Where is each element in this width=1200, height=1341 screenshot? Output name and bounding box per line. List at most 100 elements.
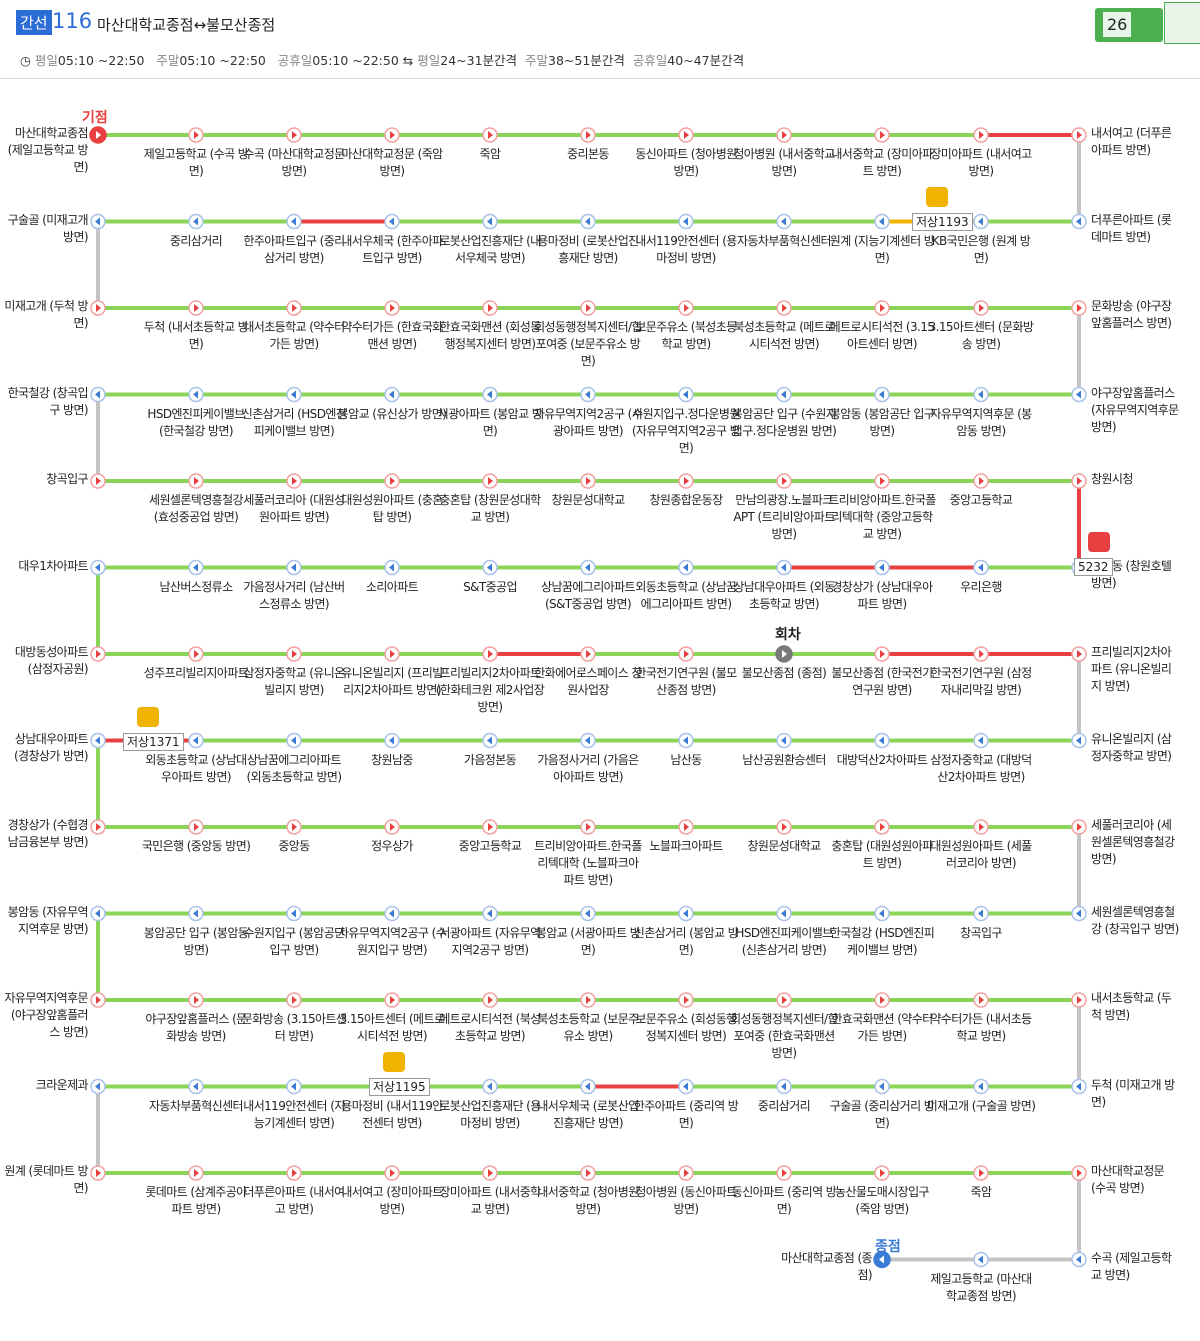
stop-node[interactable] (973, 905, 989, 922)
stop-label[interactable]: 내서우체국 (한주아파트입구 방면) (341, 233, 443, 265)
stop-node[interactable] (286, 992, 302, 1008)
stop-label-right[interactable]: 유니온빌리지 (삼정자중학교 방면) (1091, 731, 1172, 763)
stop-node[interactable] (482, 127, 498, 143)
stop-label[interactable]: 대원성원아파트 (충혼탑 방면) (341, 493, 443, 524)
stop-label[interactable]: 3.15아트센터 (문화방송 방면) (928, 320, 1034, 351)
stop-node[interactable] (482, 1165, 498, 1181)
stop-node[interactable] (580, 559, 596, 576)
stop-node[interactable] (90, 732, 106, 749)
stop-node[interactable] (1071, 1251, 1087, 1268)
stop-label[interactable]: 서광아파트 (봉암교 방면) (437, 406, 543, 438)
stop-node[interactable] (286, 1078, 302, 1095)
stop-label-left[interactable]: 구술골 (미재고개 방면) (7, 212, 89, 244)
stop-node[interactable] (874, 905, 890, 922)
stop-node[interactable] (286, 386, 302, 403)
stop-label-right[interactable]: 마산대학교정문 (수곡 방면) (1091, 1164, 1165, 1195)
stop-node[interactable] (973, 732, 989, 749)
stop-node[interactable] (1071, 473, 1087, 489)
stop-node[interactable] (482, 473, 498, 489)
stop-node[interactable] (286, 473, 302, 489)
stop-label-right[interactable]: 문화방송 (야구장앞홈플러스 방면) (1091, 299, 1172, 330)
stop-label[interactable]: 롯데마트 (삼계주공아파트 방면) (145, 1185, 247, 1216)
stop-node[interactable] (286, 213, 302, 230)
stop-label[interactable]: 중앙고등학교 (458, 839, 522, 853)
stop-node[interactable] (286, 819, 302, 835)
stop-label[interactable]: 한주아파트입구 (중리삼거리 방면) (243, 233, 345, 265)
stop-label-left[interactable]: 마산대학교종점 (제일고등학교 방면) (7, 126, 89, 174)
stop-label-right[interactable]: 내서초등학교 (두척 방면) (1091, 991, 1172, 1022)
stop-node[interactable] (188, 992, 204, 1008)
stop-node[interactable] (482, 905, 498, 922)
stop-label[interactable]: 중리삼거리 (169, 233, 223, 248)
stop-node[interactable] (384, 127, 400, 143)
stop-label-right[interactable]: 야구장앞홈플러스 (자유무역지역후문 방면) (1091, 385, 1179, 434)
stop-label[interactable]: 상남꿈에그리아파트 (S&T중공업 방면) (541, 579, 636, 611)
stop-node[interactable] (678, 1165, 694, 1181)
stop-label-left[interactable]: 미재고개 (두척 방면) (4, 299, 88, 330)
stop-node[interactable] (776, 386, 792, 403)
stop-label[interactable]: 창원종합운동장 (649, 493, 723, 507)
stop-node[interactable] (973, 1078, 989, 1095)
stop-label[interactable]: 자동차부품혁신센터 (737, 233, 832, 248)
stop-node[interactable] (89, 126, 107, 144)
stop-label[interactable]: 봉암공단 입구 (봉암동 방면) (143, 925, 249, 957)
stop-label[interactable]: 내서중학교 (청아병원 방면) (537, 1185, 639, 1216)
stop-label[interactable]: 중리본동 (567, 147, 609, 161)
stop-node[interactable] (286, 300, 302, 316)
stop-label[interactable]: 농산물도매시장입구 (죽암 방면) (835, 1185, 930, 1216)
stop-label[interactable]: 로봇산업진흥재단 (내서우체국 방면) (439, 233, 541, 265)
stop-node[interactable] (188, 473, 204, 489)
stop-label[interactable]: 더푸른아파트 (내서여고 방면) (243, 1185, 345, 1216)
stop-label[interactable]: 소리아파트 (365, 579, 419, 594)
stop-node[interactable] (1071, 213, 1087, 230)
stop-label[interactable]: 중앙동 (278, 839, 310, 853)
stop-label[interactable]: 상남꿈에그리아파트 (외동초등학교 방면) (246, 752, 343, 784)
stop-node[interactable] (90, 646, 106, 662)
stop-node[interactable] (775, 645, 793, 663)
stop-label[interactable]: 가음정사거리 (남산버스정류소 방면) (243, 579, 345, 611)
stop-label[interactable]: 장미아파트 (내서중학교 방면) (439, 1185, 541, 1216)
stop-node[interactable] (482, 732, 498, 749)
stop-node[interactable] (580, 213, 596, 230)
stop-node[interactable] (580, 1165, 596, 1181)
stop-node[interactable] (874, 300, 890, 316)
stop-node[interactable] (873, 1250, 891, 1269)
stop-label[interactable]: 약수터가든 (한효국화맨션 방면) (341, 320, 443, 351)
stop-node[interactable] (678, 646, 694, 662)
stop-node[interactable] (776, 213, 792, 230)
stop-label[interactable]: 중리삼거리 (757, 1098, 811, 1113)
stop-label[interactable]: 봉암동 (봉암공단 입구 방면) (829, 406, 935, 438)
stop-label[interactable]: HSD엔진피케이밸브 (신촌삼거리 방면) (735, 925, 833, 957)
stop-node[interactable] (482, 1078, 498, 1095)
stop-node[interactable] (482, 646, 498, 662)
stop-label[interactable]: 경창상가 (상남대우아파트 방면) (831, 579, 933, 611)
stop-label-left[interactable]: 대방동성아파트 (삼정자공원) (14, 645, 89, 676)
stop-label[interactable]: HSD엔진피케이밸브 (한국철강 방면) (147, 406, 245, 438)
stop-node[interactable] (973, 559, 989, 576)
stop-node[interactable] (1071, 646, 1087, 662)
stop-label[interactable]: 로봇산업진흥재단 (용마정비 방면) (439, 1098, 541, 1130)
stop-node[interactable] (776, 127, 792, 143)
stop-node[interactable] (90, 386, 106, 403)
stop-label-right[interactable]: 프리빌리지2차아파트 (유니온빌리지 방면) (1091, 645, 1172, 693)
stop-node[interactable] (188, 386, 204, 403)
stop-node[interactable] (776, 1165, 792, 1181)
stop-label[interactable]: 자유무역지역2공구 (서광아파트 방면) (533, 406, 643, 438)
stop-node[interactable] (973, 1165, 989, 1181)
stop-node[interactable] (90, 213, 106, 230)
stop-node[interactable] (776, 819, 792, 835)
stop-node[interactable] (874, 819, 890, 835)
stop-label[interactable]: 중앙고등학교 (949, 493, 1013, 507)
stop-node[interactable] (874, 1078, 890, 1095)
stop-label[interactable]: 구술골 (중리삼거리 방면) (829, 1098, 935, 1130)
stop-label[interactable]: 내서초등학교 (약수터가든 방면) (243, 320, 345, 351)
stop-label[interactable]: 자유무역지역2공구 (수원지입구 방면) (337, 925, 447, 957)
stop-node[interactable] (482, 213, 498, 230)
stop-node[interactable] (188, 905, 204, 922)
stop-node[interactable] (1071, 732, 1087, 749)
stop-node[interactable] (286, 1165, 302, 1181)
stop-label[interactable]: 세원셀론텍영흥철강 (효성중공업 방면) (149, 493, 244, 524)
stop-node[interactable] (678, 127, 694, 143)
stop-label[interactable]: 가음정본동 (463, 752, 517, 767)
stop-node[interactable] (1071, 905, 1087, 922)
